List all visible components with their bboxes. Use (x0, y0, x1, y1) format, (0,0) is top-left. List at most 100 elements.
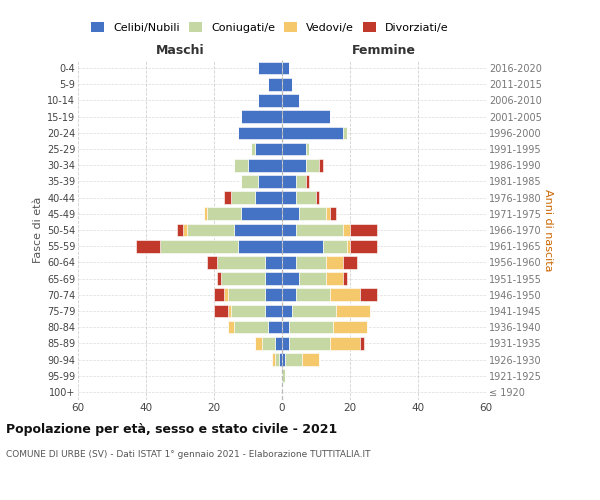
Bar (282, 175, 296, 188)
Bar (262, 337, 275, 349)
Bar (255, 142, 282, 156)
Bar (350, 240, 377, 252)
Bar (241, 110, 282, 123)
Bar (302, 353, 319, 366)
Bar (235, 321, 268, 334)
Text: Popolazione per età, sesso e stato civile - 2021: Popolazione per età, sesso e stato civil… (6, 422, 337, 436)
Bar (258, 62, 282, 74)
Bar (221, 272, 265, 285)
Bar (255, 192, 282, 204)
Bar (326, 272, 343, 285)
Text: Maschi: Maschi (155, 44, 205, 57)
Bar (224, 288, 227, 301)
Bar (217, 256, 265, 268)
Bar (306, 159, 319, 172)
Bar (296, 192, 316, 204)
Bar (282, 159, 306, 172)
Legend: Celibi/Nubili, Coniugati/e, Vedovi/e, Divorziati/e: Celibi/Nubili, Coniugati/e, Vedovi/e, Di… (87, 18, 453, 38)
Bar (282, 321, 289, 334)
Bar (282, 142, 306, 156)
Bar (282, 192, 296, 204)
Bar (268, 321, 282, 334)
Bar (241, 208, 282, 220)
Bar (176, 224, 184, 236)
Bar (258, 94, 282, 107)
Bar (282, 126, 343, 139)
Bar (316, 192, 319, 204)
Bar (282, 370, 286, 382)
Bar (337, 304, 370, 318)
Bar (282, 62, 289, 74)
Bar (248, 159, 282, 172)
Bar (289, 337, 329, 349)
Bar (343, 256, 357, 268)
Bar (241, 175, 258, 188)
Bar (360, 337, 364, 349)
Bar (238, 126, 282, 139)
Bar (296, 256, 326, 268)
Bar (326, 208, 329, 220)
Text: COMUNE DI URBE (SV) - Dati ISTAT 1° gennaio 2021 - Elaborazione TUTTITALIA.IT: COMUNE DI URBE (SV) - Dati ISTAT 1° genn… (6, 450, 371, 459)
Bar (282, 224, 296, 236)
Bar (296, 288, 329, 301)
Bar (275, 353, 278, 366)
Bar (329, 208, 337, 220)
Bar (306, 175, 309, 188)
Bar (289, 321, 333, 334)
Bar (343, 126, 347, 139)
Bar (282, 240, 323, 252)
Y-axis label: Fasce di età: Fasce di età (32, 197, 43, 263)
Bar (299, 208, 326, 220)
Bar (292, 304, 337, 318)
Bar (286, 353, 302, 366)
Bar (282, 208, 299, 220)
Bar (268, 78, 282, 90)
Bar (360, 288, 377, 301)
Bar (343, 224, 350, 236)
Bar (214, 304, 227, 318)
Bar (282, 272, 299, 285)
Bar (319, 159, 323, 172)
Bar (207, 208, 241, 220)
Bar (296, 224, 343, 236)
Y-axis label: Anni di nascita: Anni di nascita (543, 188, 553, 271)
Bar (235, 159, 248, 172)
Bar (282, 288, 296, 301)
Bar (136, 240, 160, 252)
Bar (265, 256, 282, 268)
Bar (227, 321, 235, 334)
Bar (265, 272, 282, 285)
Bar (187, 224, 235, 236)
Bar (296, 175, 306, 188)
Bar (350, 224, 377, 236)
Bar (214, 288, 224, 301)
Bar (227, 288, 265, 301)
Bar (231, 304, 265, 318)
Bar (258, 175, 282, 188)
Bar (251, 142, 255, 156)
Bar (343, 272, 347, 285)
Bar (347, 240, 350, 252)
Bar (184, 224, 187, 236)
Bar (207, 256, 217, 268)
Bar (306, 142, 309, 156)
Text: Femmine: Femmine (352, 44, 416, 57)
Bar (272, 353, 275, 366)
Bar (160, 240, 238, 252)
Bar (282, 94, 299, 107)
Bar (329, 337, 360, 349)
Bar (255, 337, 262, 349)
Bar (265, 288, 282, 301)
Bar (275, 337, 282, 349)
Bar (333, 321, 367, 334)
Bar (278, 353, 282, 366)
Bar (265, 304, 282, 318)
Bar (323, 240, 347, 252)
Bar (282, 256, 296, 268)
Bar (282, 110, 329, 123)
Bar (299, 272, 326, 285)
Bar (282, 353, 286, 366)
Bar (329, 288, 360, 301)
Bar (235, 224, 282, 236)
Bar (282, 337, 289, 349)
